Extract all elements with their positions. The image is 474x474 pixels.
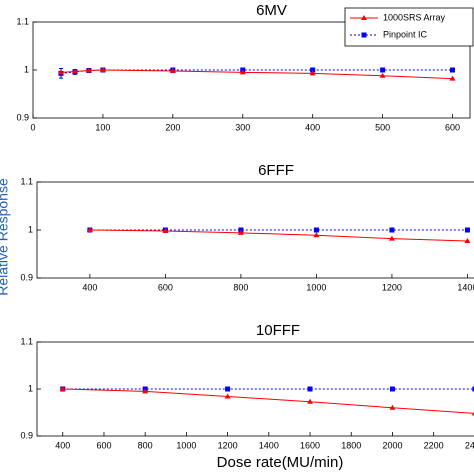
x-tick-label: 1200 [382, 282, 402, 292]
y-tick-label: 1.1 [16, 16, 29, 26]
marker [313, 227, 319, 233]
marker [464, 238, 471, 244]
marker [99, 67, 106, 72]
x-tick-label: 2000 [382, 440, 402, 450]
marker [59, 386, 66, 391]
x-tick-label: 1000 [306, 282, 326, 292]
y-tick-label: 0.9 [16, 112, 29, 122]
x-tick-label: 1400 [259, 440, 279, 450]
series-line [62, 388, 474, 414]
marker [57, 69, 64, 75]
y-tick-label: 1 [28, 224, 33, 234]
y-tick-label: 0.9 [20, 430, 33, 440]
x-tick-label: 1200 [218, 440, 238, 450]
marker [86, 227, 93, 232]
x-tick-label: 200 [165, 122, 180, 132]
marker [472, 386, 474, 392]
marker [169, 67, 176, 73]
marker [379, 72, 386, 78]
y-axis-label: Relative Response [0, 178, 11, 296]
panel-title: 6MV [256, 2, 287, 19]
x-tick-label: 600 [158, 282, 173, 292]
legend-label: 1000SRS Array [383, 12, 446, 22]
y-tick-label: 1.1 [20, 176, 33, 186]
panel-title: 6FFF [258, 162, 294, 179]
marker [389, 386, 395, 392]
x-tick-label: 400 [82, 282, 97, 292]
marker [388, 235, 395, 241]
x-tick-label: 500 [375, 122, 390, 132]
x-tick-label: 400 [55, 440, 70, 450]
x-tick-label: 800 [138, 440, 153, 450]
x-tick-label: 300 [235, 122, 250, 132]
legend-marker [361, 15, 367, 20]
x-tick-label: 2200 [424, 440, 444, 450]
marker [239, 69, 246, 75]
series-line [89, 229, 468, 242]
marker [71, 68, 78, 74]
legend-marker [361, 32, 367, 38]
y-tick-label: 1 [28, 383, 33, 393]
legend-label: Pinpoint IC [383, 29, 428, 39]
marker [389, 227, 395, 233]
marker [162, 227, 169, 233]
y-tick-label: 1 [24, 64, 29, 74]
x-tick-label: 2400 [465, 440, 474, 450]
marker [237, 229, 244, 235]
x-tick-label: 400 [305, 122, 320, 132]
y-tick-label: 1.1 [20, 336, 33, 346]
marker [307, 398, 314, 404]
marker [450, 67, 456, 73]
marker [389, 404, 396, 410]
marker [309, 70, 316, 76]
marker [471, 411, 474, 416]
x-tick-label: 1000 [176, 440, 196, 450]
legend-box [344, 7, 474, 47]
x-tick-label: 1800 [341, 440, 361, 450]
y-tick-label: 0.9 [20, 272, 33, 282]
marker [313, 232, 320, 238]
x-tick-label: 600 [445, 122, 460, 132]
x-tick-label: 100 [95, 122, 110, 132]
x-tick-label: 1400 [457, 282, 474, 292]
marker [224, 393, 231, 399]
x-tick-label: 0 [30, 122, 35, 132]
x-tick-label: 600 [96, 440, 111, 450]
panel-title: 10FFF [256, 322, 300, 339]
marker [449, 75, 456, 81]
marker [464, 227, 470, 233]
marker [310, 67, 316, 73]
marker [142, 388, 149, 394]
x-axis-label: Dose rate(MU/min) [217, 454, 344, 471]
marker [225, 386, 231, 392]
x-tick-label: 1600 [300, 440, 320, 450]
marker [85, 67, 92, 73]
marker [380, 67, 386, 73]
x-tick-label: 800 [233, 282, 248, 292]
marker [307, 386, 313, 392]
